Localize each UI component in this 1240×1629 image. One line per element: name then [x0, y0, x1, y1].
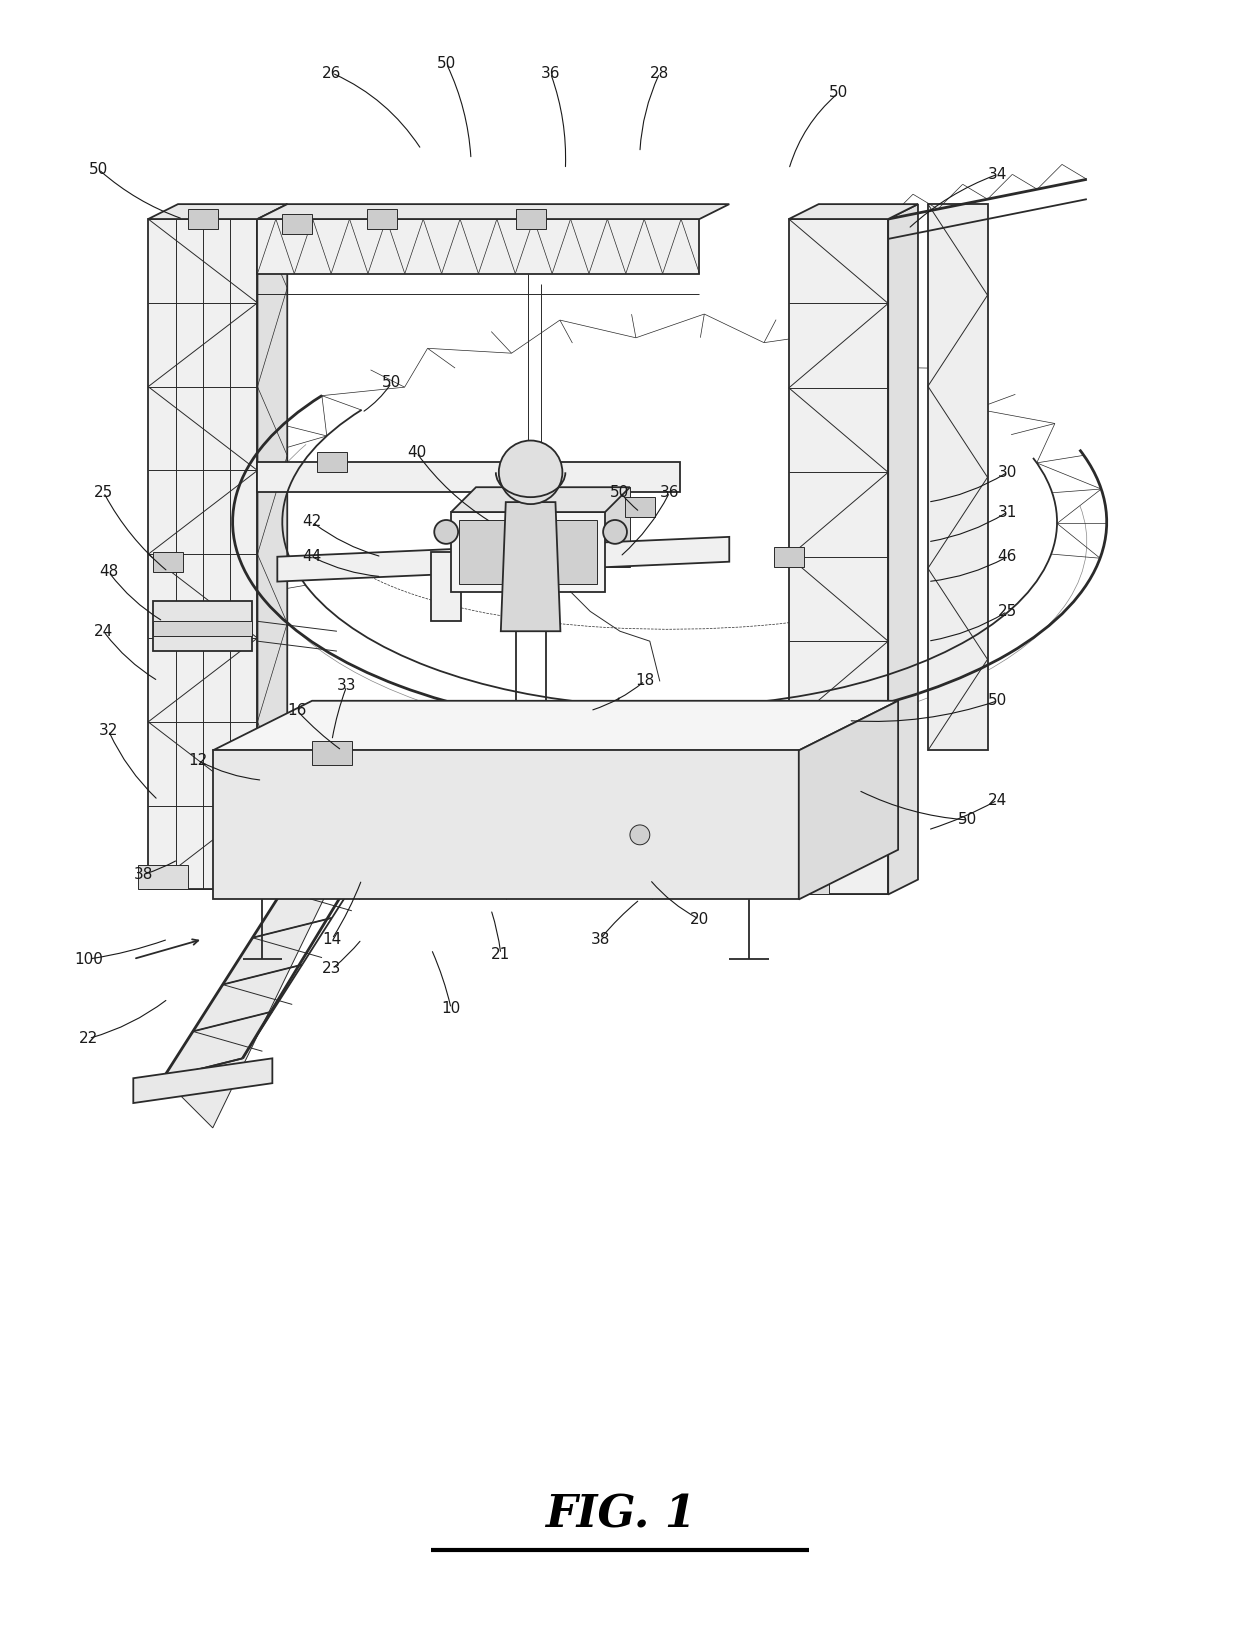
Text: 21: 21 — [491, 946, 511, 961]
Polygon shape — [789, 218, 888, 894]
Polygon shape — [213, 751, 799, 899]
Polygon shape — [258, 218, 699, 274]
Text: 12: 12 — [188, 753, 207, 767]
Text: 36: 36 — [541, 65, 560, 80]
Bar — [367, 209, 397, 230]
Polygon shape — [799, 700, 898, 899]
Polygon shape — [501, 502, 560, 632]
Text: 36: 36 — [660, 485, 680, 500]
Bar — [774, 547, 804, 567]
Polygon shape — [451, 487, 630, 512]
Polygon shape — [213, 700, 898, 751]
Bar — [283, 213, 312, 235]
Text: 24: 24 — [94, 624, 113, 639]
Text: 50: 50 — [382, 375, 402, 391]
Text: 46: 46 — [998, 549, 1017, 564]
Polygon shape — [133, 1059, 273, 1103]
Polygon shape — [476, 487, 630, 567]
Text: 42: 42 — [303, 515, 321, 529]
Text: 34: 34 — [988, 166, 1007, 182]
Text: 26: 26 — [322, 65, 342, 80]
Polygon shape — [258, 463, 680, 492]
Polygon shape — [149, 204, 288, 218]
Text: 100: 100 — [74, 951, 103, 966]
Polygon shape — [451, 512, 605, 591]
Bar — [779, 870, 828, 894]
Polygon shape — [149, 218, 258, 889]
Bar — [154, 621, 253, 637]
Circle shape — [603, 520, 627, 544]
Text: 50: 50 — [959, 813, 977, 828]
Polygon shape — [258, 204, 729, 218]
Text: 31: 31 — [998, 505, 1017, 520]
Text: 28: 28 — [650, 65, 670, 80]
Text: 16: 16 — [288, 704, 306, 718]
Text: 48: 48 — [99, 564, 118, 580]
Circle shape — [498, 440, 563, 503]
Bar — [312, 741, 352, 766]
Text: 24: 24 — [988, 793, 1007, 808]
Text: 32: 32 — [99, 723, 118, 738]
Text: 30: 30 — [998, 464, 1017, 481]
Bar — [317, 453, 347, 472]
Text: 50: 50 — [828, 85, 848, 101]
Polygon shape — [278, 538, 729, 582]
Text: 25: 25 — [998, 604, 1017, 619]
Polygon shape — [164, 751, 372, 1127]
Text: 18: 18 — [635, 673, 655, 689]
Text: 50: 50 — [988, 694, 1007, 709]
Bar — [154, 552, 184, 572]
Text: 44: 44 — [303, 549, 321, 564]
Circle shape — [434, 520, 458, 544]
Polygon shape — [258, 204, 288, 889]
Polygon shape — [432, 552, 461, 621]
Text: 10: 10 — [441, 1002, 461, 1016]
Text: 22: 22 — [79, 1031, 98, 1046]
Polygon shape — [888, 204, 918, 894]
Text: 25: 25 — [94, 485, 113, 500]
Bar — [138, 865, 188, 889]
Polygon shape — [459, 520, 598, 583]
Bar — [516, 209, 546, 230]
Bar — [625, 497, 655, 516]
Bar — [188, 209, 218, 230]
Text: 50: 50 — [610, 485, 630, 500]
Text: 20: 20 — [689, 912, 709, 927]
Text: 50: 50 — [89, 161, 108, 178]
Text: 38: 38 — [134, 867, 153, 881]
Polygon shape — [789, 204, 918, 218]
Circle shape — [630, 824, 650, 845]
Text: 33: 33 — [337, 678, 357, 694]
Bar — [154, 601, 253, 652]
Text: 38: 38 — [590, 932, 610, 946]
Text: 14: 14 — [322, 932, 341, 946]
Text: 23: 23 — [322, 961, 342, 976]
Bar — [928, 204, 987, 751]
Text: FIG. 1: FIG. 1 — [544, 1494, 696, 1536]
Text: 50: 50 — [436, 55, 456, 70]
Text: 40: 40 — [407, 445, 427, 459]
